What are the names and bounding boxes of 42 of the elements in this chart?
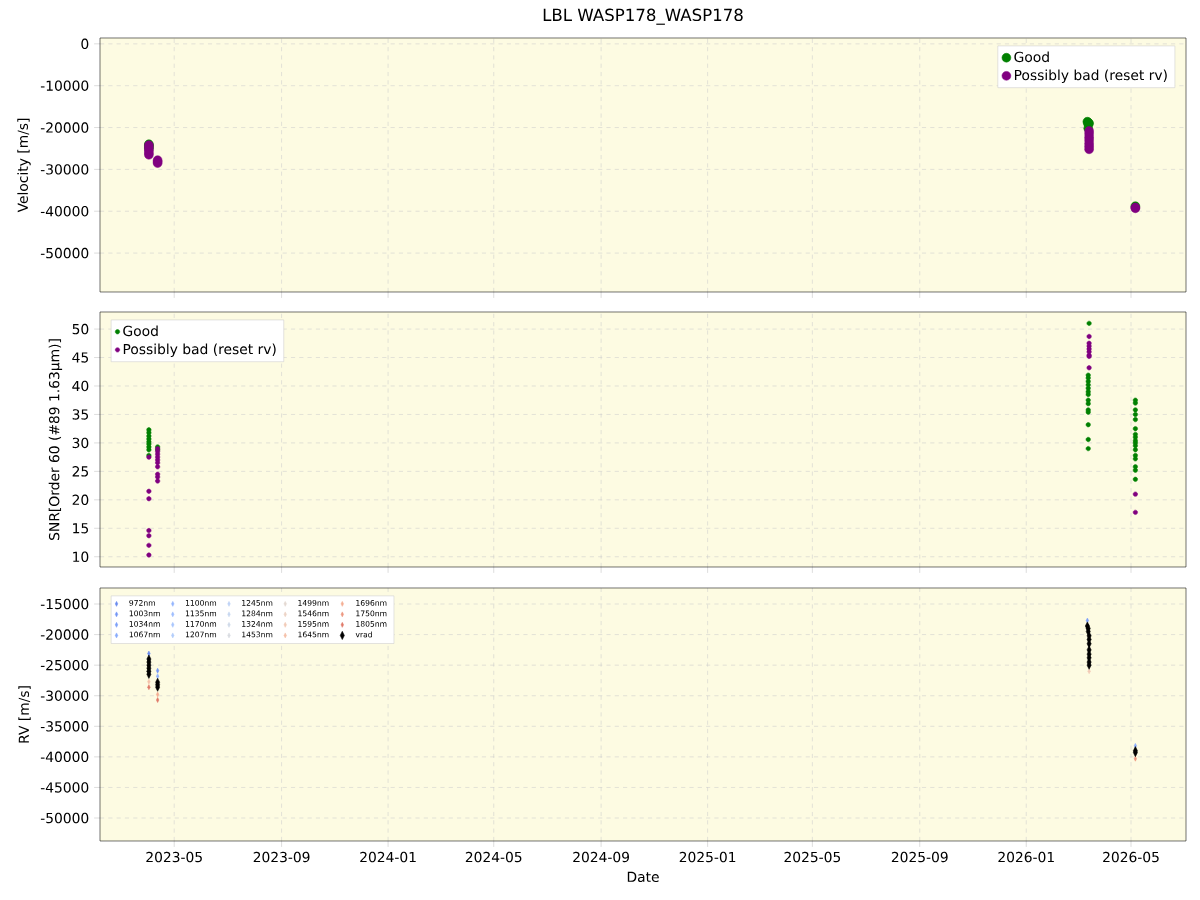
y-tick-label: -20000 (40, 629, 89, 640)
x-tick-label: 2024-01 (360, 851, 416, 863)
y-tick-label: -40000 (40, 751, 89, 763)
y-tick-label: -50000 (40, 247, 89, 259)
y-tick-label: 10 (73, 551, 89, 562)
y-tick-label: -20000 (40, 122, 89, 133)
y-axis-title: RV [m/s] (18, 686, 31, 743)
y-axis-title: SNR[Order 60 (#89 1.63μm)] (48, 339, 63, 540)
y-tick-label: -15000 (40, 598, 89, 610)
y-tick-label: -25000 (40, 659, 89, 671)
x-tick-label: 2024-09 (573, 851, 630, 863)
y-axis-title: Velocity [m/s] (17, 118, 31, 213)
legend-label: Possibly bad (reset rv) (1014, 69, 1167, 83)
x-tick-label: 2023-05 (146, 851, 202, 863)
x-tick-label: 2026-01 (998, 851, 1054, 863)
x-tick-label: 2023-09 (253, 851, 310, 863)
legend-label: Possibly bad (reset rv) (123, 343, 276, 357)
y-tick-label: 30 (72, 437, 89, 449)
y-tick-label: 50 (72, 323, 89, 335)
chart-title: LBL WASP178_WASP178 (543, 8, 743, 25)
y-tick-label: -45000 (40, 782, 89, 793)
y-tick-label: 15 (73, 523, 89, 534)
y-tick-label: 40 (72, 380, 89, 392)
y-tick-label: -50000 (40, 812, 89, 824)
legend-label: Good (1014, 51, 1049, 63)
legend-label: Good (123, 325, 158, 337)
x-tick-label: 2026-05 (1103, 851, 1159, 863)
x-tick-label: 2025-09 (891, 851, 948, 863)
y-tick-label: 35 (72, 409, 89, 420)
y-tick-label: 20 (72, 494, 89, 506)
y-tick-label: 25 (72, 466, 89, 477)
y-tick-label: -10000 (40, 80, 89, 91)
y-tick-label: -40000 (40, 205, 89, 217)
x-tick-label: 2025-05 (784, 851, 841, 863)
y-tick-label: -30000 (40, 690, 89, 701)
y-tick-label: 45 (72, 352, 89, 363)
x-tick-label: 2025-01 (679, 851, 736, 863)
x-tick-label: 2024-05 (465, 851, 522, 863)
x-axis-title: Date (627, 871, 659, 883)
y-tick-label: 0 (81, 38, 89, 50)
y-tick-label: -30000 (40, 164, 89, 175)
y-tick-label: -35000 (40, 721, 89, 732)
